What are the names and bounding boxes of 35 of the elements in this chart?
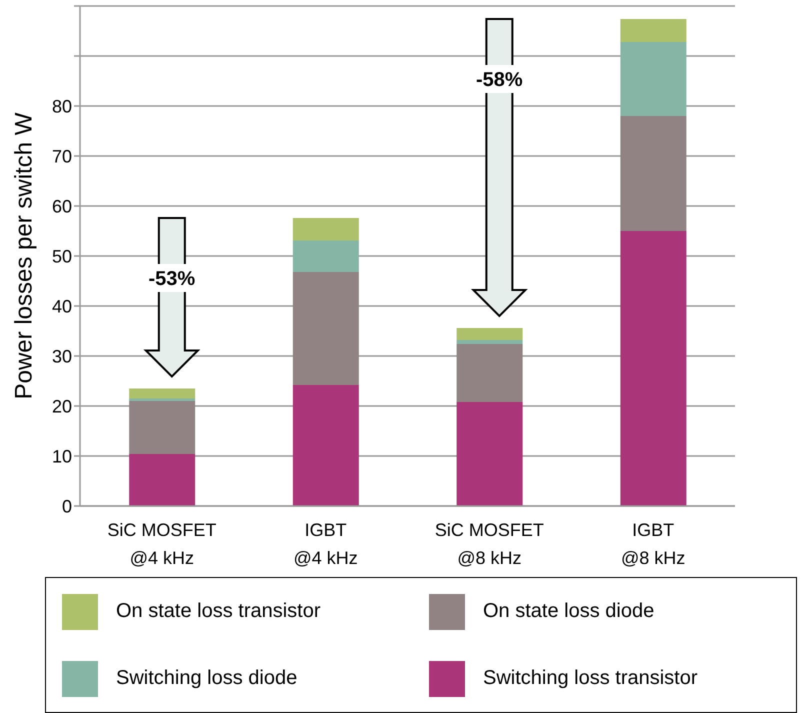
y-tick-label: 50 bbox=[52, 246, 72, 266]
y-tick-label: 0 bbox=[62, 496, 72, 516]
bar bbox=[292, 218, 359, 240]
x-tick-label: IGBT @4 kHz bbox=[293, 520, 358, 568]
legend-label: Switching loss transistor bbox=[483, 667, 698, 690]
bar bbox=[620, 116, 686, 231]
annotation: -53% bbox=[148, 268, 196, 290]
bar bbox=[292, 240, 359, 272]
bar bbox=[292, 385, 359, 506]
bar bbox=[129, 454, 196, 506]
bar bbox=[456, 340, 523, 344]
y-tick-label: 10 bbox=[52, 446, 72, 466]
bar bbox=[456, 344, 523, 402]
legend-label: On state loss transistor bbox=[116, 600, 321, 623]
legend-label: On state loss diode bbox=[483, 600, 654, 623]
y-tick-label: 40 bbox=[52, 296, 72, 316]
y-tick-label: 20 bbox=[52, 396, 72, 416]
y-axis-title: Power losses per switch W bbox=[10, 112, 38, 400]
annotation: -58% bbox=[476, 69, 523, 91]
bar bbox=[292, 272, 359, 385]
y-tick-label: 80 bbox=[52, 96, 72, 116]
x-tick-label: SiC MOSFET @4 kHz bbox=[107, 520, 216, 568]
bar bbox=[129, 388, 196, 398]
bar bbox=[620, 231, 686, 506]
bar bbox=[129, 401, 196, 454]
x-tick-label: IGBT @8 kHz bbox=[620, 520, 686, 568]
bar bbox=[456, 402, 523, 506]
bar bbox=[456, 328, 523, 340]
legend-label: Switching loss diode bbox=[116, 667, 298, 690]
bar bbox=[620, 19, 686, 42]
bar bbox=[620, 42, 686, 116]
y-tick-label: 30 bbox=[52, 346, 72, 366]
y-tick-label: 60 bbox=[52, 196, 72, 216]
y-tick-label: 70 bbox=[52, 146, 72, 166]
x-tick-label: SiC MOSFET @8 kHz bbox=[434, 520, 544, 568]
